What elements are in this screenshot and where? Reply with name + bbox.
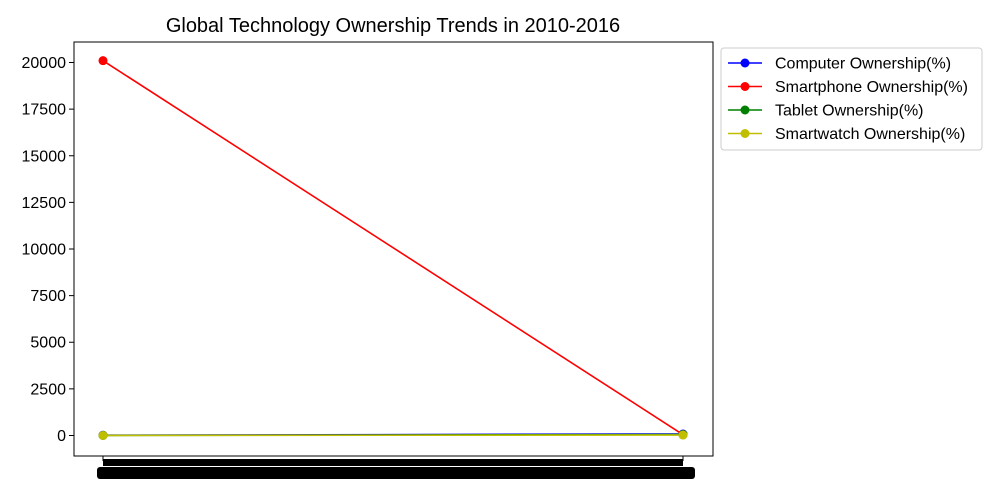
x-axis — [97, 456, 695, 479]
legend-item: Smartphone Ownership(%) — [728, 79, 968, 96]
series-3 — [98, 430, 688, 440]
data-point — [98, 430, 108, 440]
y-tick-label: 12500 — [22, 195, 67, 212]
legend-frame — [720, 47, 983, 151]
y-tick-label: 7500 — [30, 288, 66, 305]
series-1 — [98, 56, 688, 440]
legend-swatch-marker — [740, 105, 750, 115]
legend-swatch-marker — [740, 129, 750, 138]
legend-label: Tablet Ownership(%) — [775, 103, 924, 120]
y-axis: 0 2500 5000 7500 10000 12500 15000 17500 20000 — [22, 55, 74, 445]
y-tick-label: 20000 — [22, 55, 67, 72]
legend-item: Computer Ownership(%) — [728, 56, 951, 73]
legend-swatch-marker — [740, 82, 750, 91]
legend-item: Smartwatch Ownership(%) — [728, 126, 965, 143]
legend: Computer Ownership(%) Smartphone Ownershi… — [720, 47, 983, 151]
chart-title: Global Technology Ownership Trends in 20… — [166, 15, 620, 37]
legend-swatch-marker — [740, 58, 750, 68]
series-layer — [98, 56, 688, 440]
legend-item: Tablet Ownership(%) — [728, 103, 924, 120]
legend-label: Smartwatch Ownership(%) — [775, 126, 965, 143]
legend-label: Smartphone Ownership(%) — [775, 79, 968, 96]
y-tick-label: 5000 — [30, 335, 66, 352]
y-tick-label: 10000 — [22, 242, 67, 259]
series-line — [102, 59, 684, 436]
y-tick-label: 17500 — [22, 102, 67, 119]
y-tick-label: 15000 — [22, 148, 67, 165]
data-point — [678, 430, 688, 440]
data-point — [98, 56, 108, 66]
x-tick-marks-overlapping — [103, 459, 683, 466]
y-tick-label: 0 — [57, 428, 66, 445]
x-tick-labels-overlapping — [97, 467, 695, 479]
y-tick-label: 2500 — [30, 381, 66, 398]
legend-label: Computer Ownership(%) — [775, 56, 951, 73]
